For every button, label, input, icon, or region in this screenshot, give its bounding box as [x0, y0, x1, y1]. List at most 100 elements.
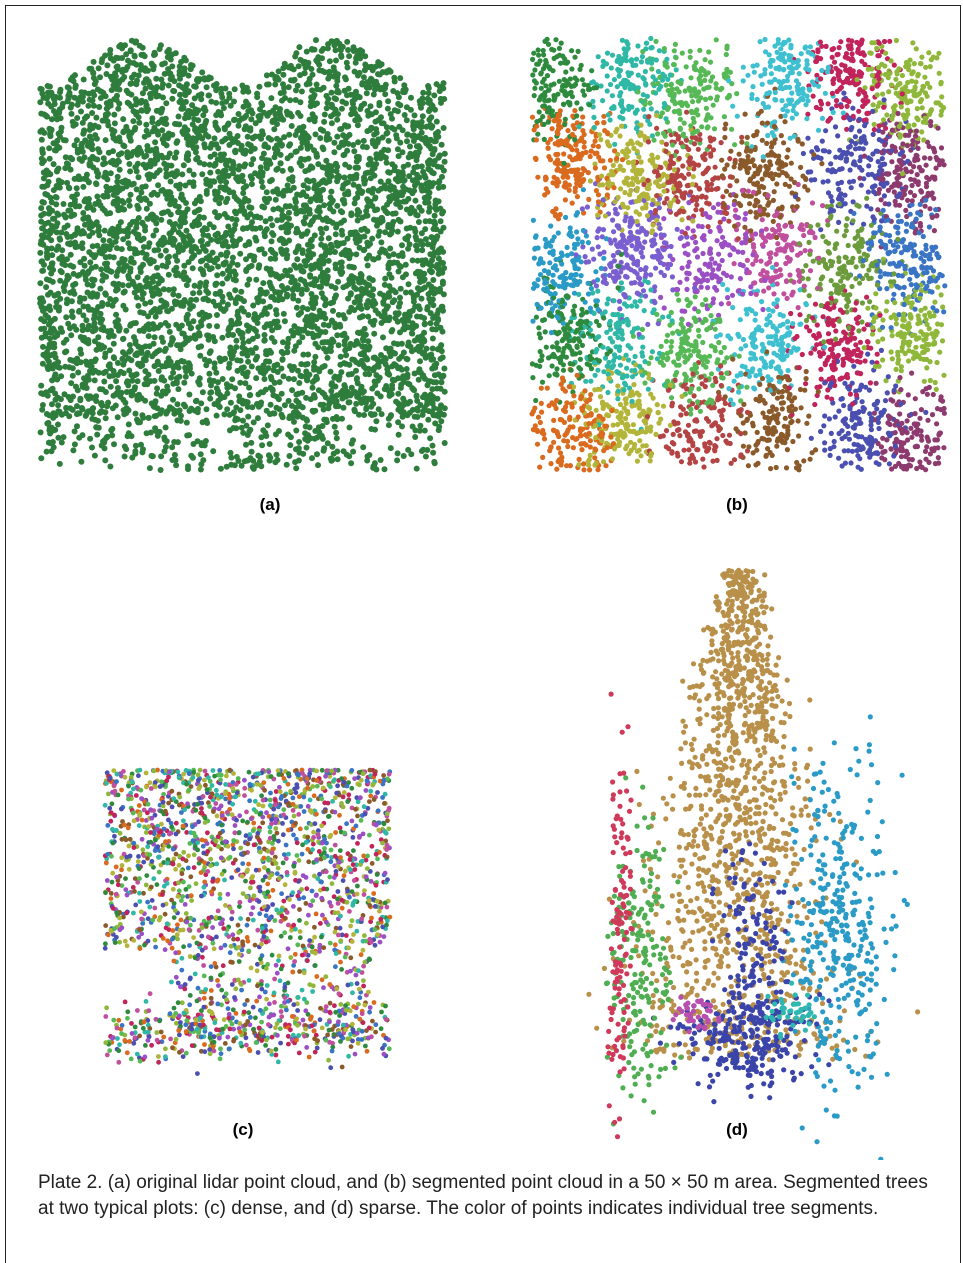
point	[198, 451, 204, 457]
point	[334, 164, 340, 170]
point	[100, 193, 106, 199]
point	[257, 225, 263, 231]
point	[279, 212, 285, 218]
point	[129, 455, 135, 461]
point	[69, 102, 75, 108]
point	[85, 281, 91, 287]
point	[339, 396, 345, 402]
point	[68, 252, 74, 258]
point	[334, 203, 340, 209]
point	[398, 382, 404, 388]
point	[168, 179, 174, 185]
point	[306, 372, 312, 378]
point	[349, 273, 355, 279]
point	[333, 47, 339, 53]
point	[57, 461, 63, 467]
point	[215, 156, 221, 162]
point	[232, 194, 238, 200]
point	[123, 410, 129, 416]
point	[254, 214, 260, 220]
point	[436, 155, 442, 161]
point	[230, 255, 236, 261]
point	[91, 92, 97, 98]
point	[243, 148, 249, 154]
point	[413, 198, 419, 204]
point	[349, 441, 355, 447]
point	[724, 52, 729, 57]
point	[361, 412, 367, 418]
point	[358, 351, 364, 357]
point	[266, 110, 272, 116]
point	[192, 244, 198, 250]
point	[333, 403, 339, 409]
point	[338, 54, 344, 60]
point	[240, 418, 246, 424]
point	[326, 136, 332, 142]
point	[45, 393, 51, 399]
point	[358, 234, 364, 240]
point	[422, 200, 428, 206]
point	[74, 115, 80, 121]
point	[438, 218, 444, 224]
point	[97, 286, 103, 292]
point	[111, 355, 117, 361]
point	[371, 173, 377, 179]
point	[432, 420, 438, 426]
point	[172, 121, 178, 127]
point	[403, 87, 409, 93]
point	[208, 348, 214, 354]
point	[431, 138, 437, 144]
point	[173, 322, 179, 328]
point	[425, 241, 431, 247]
point	[224, 196, 230, 202]
point	[137, 328, 143, 334]
point	[775, 241, 780, 246]
point	[86, 307, 92, 313]
point	[240, 225, 246, 231]
point	[183, 111, 189, 117]
point	[442, 159, 448, 165]
point	[298, 310, 304, 316]
point	[44, 255, 50, 261]
point	[157, 429, 163, 435]
point	[222, 233, 228, 239]
point	[430, 277, 436, 283]
point	[80, 228, 86, 234]
point	[153, 85, 159, 91]
point	[126, 430, 132, 436]
point	[252, 134, 258, 140]
point	[425, 382, 431, 388]
point	[66, 413, 72, 419]
point	[414, 414, 420, 420]
point	[298, 113, 304, 119]
point	[346, 372, 352, 378]
point	[223, 306, 229, 312]
point	[229, 376, 235, 382]
point	[336, 144, 342, 150]
point	[422, 172, 428, 178]
point	[312, 354, 318, 360]
point	[433, 131, 439, 137]
point	[162, 60, 168, 66]
point	[231, 166, 237, 172]
point	[253, 357, 259, 363]
point	[254, 333, 260, 339]
point	[153, 285, 159, 291]
point	[332, 324, 338, 330]
point	[195, 438, 201, 444]
point	[137, 265, 143, 271]
point	[157, 108, 163, 114]
point	[45, 315, 51, 321]
point	[286, 415, 292, 421]
point	[153, 156, 159, 162]
point	[338, 354, 344, 360]
point	[318, 284, 324, 290]
point	[154, 385, 160, 391]
point	[341, 152, 347, 158]
point	[176, 186, 182, 192]
point	[222, 125, 228, 131]
point	[245, 457, 251, 463]
point	[199, 238, 205, 244]
point	[297, 450, 303, 456]
point	[238, 202, 244, 208]
